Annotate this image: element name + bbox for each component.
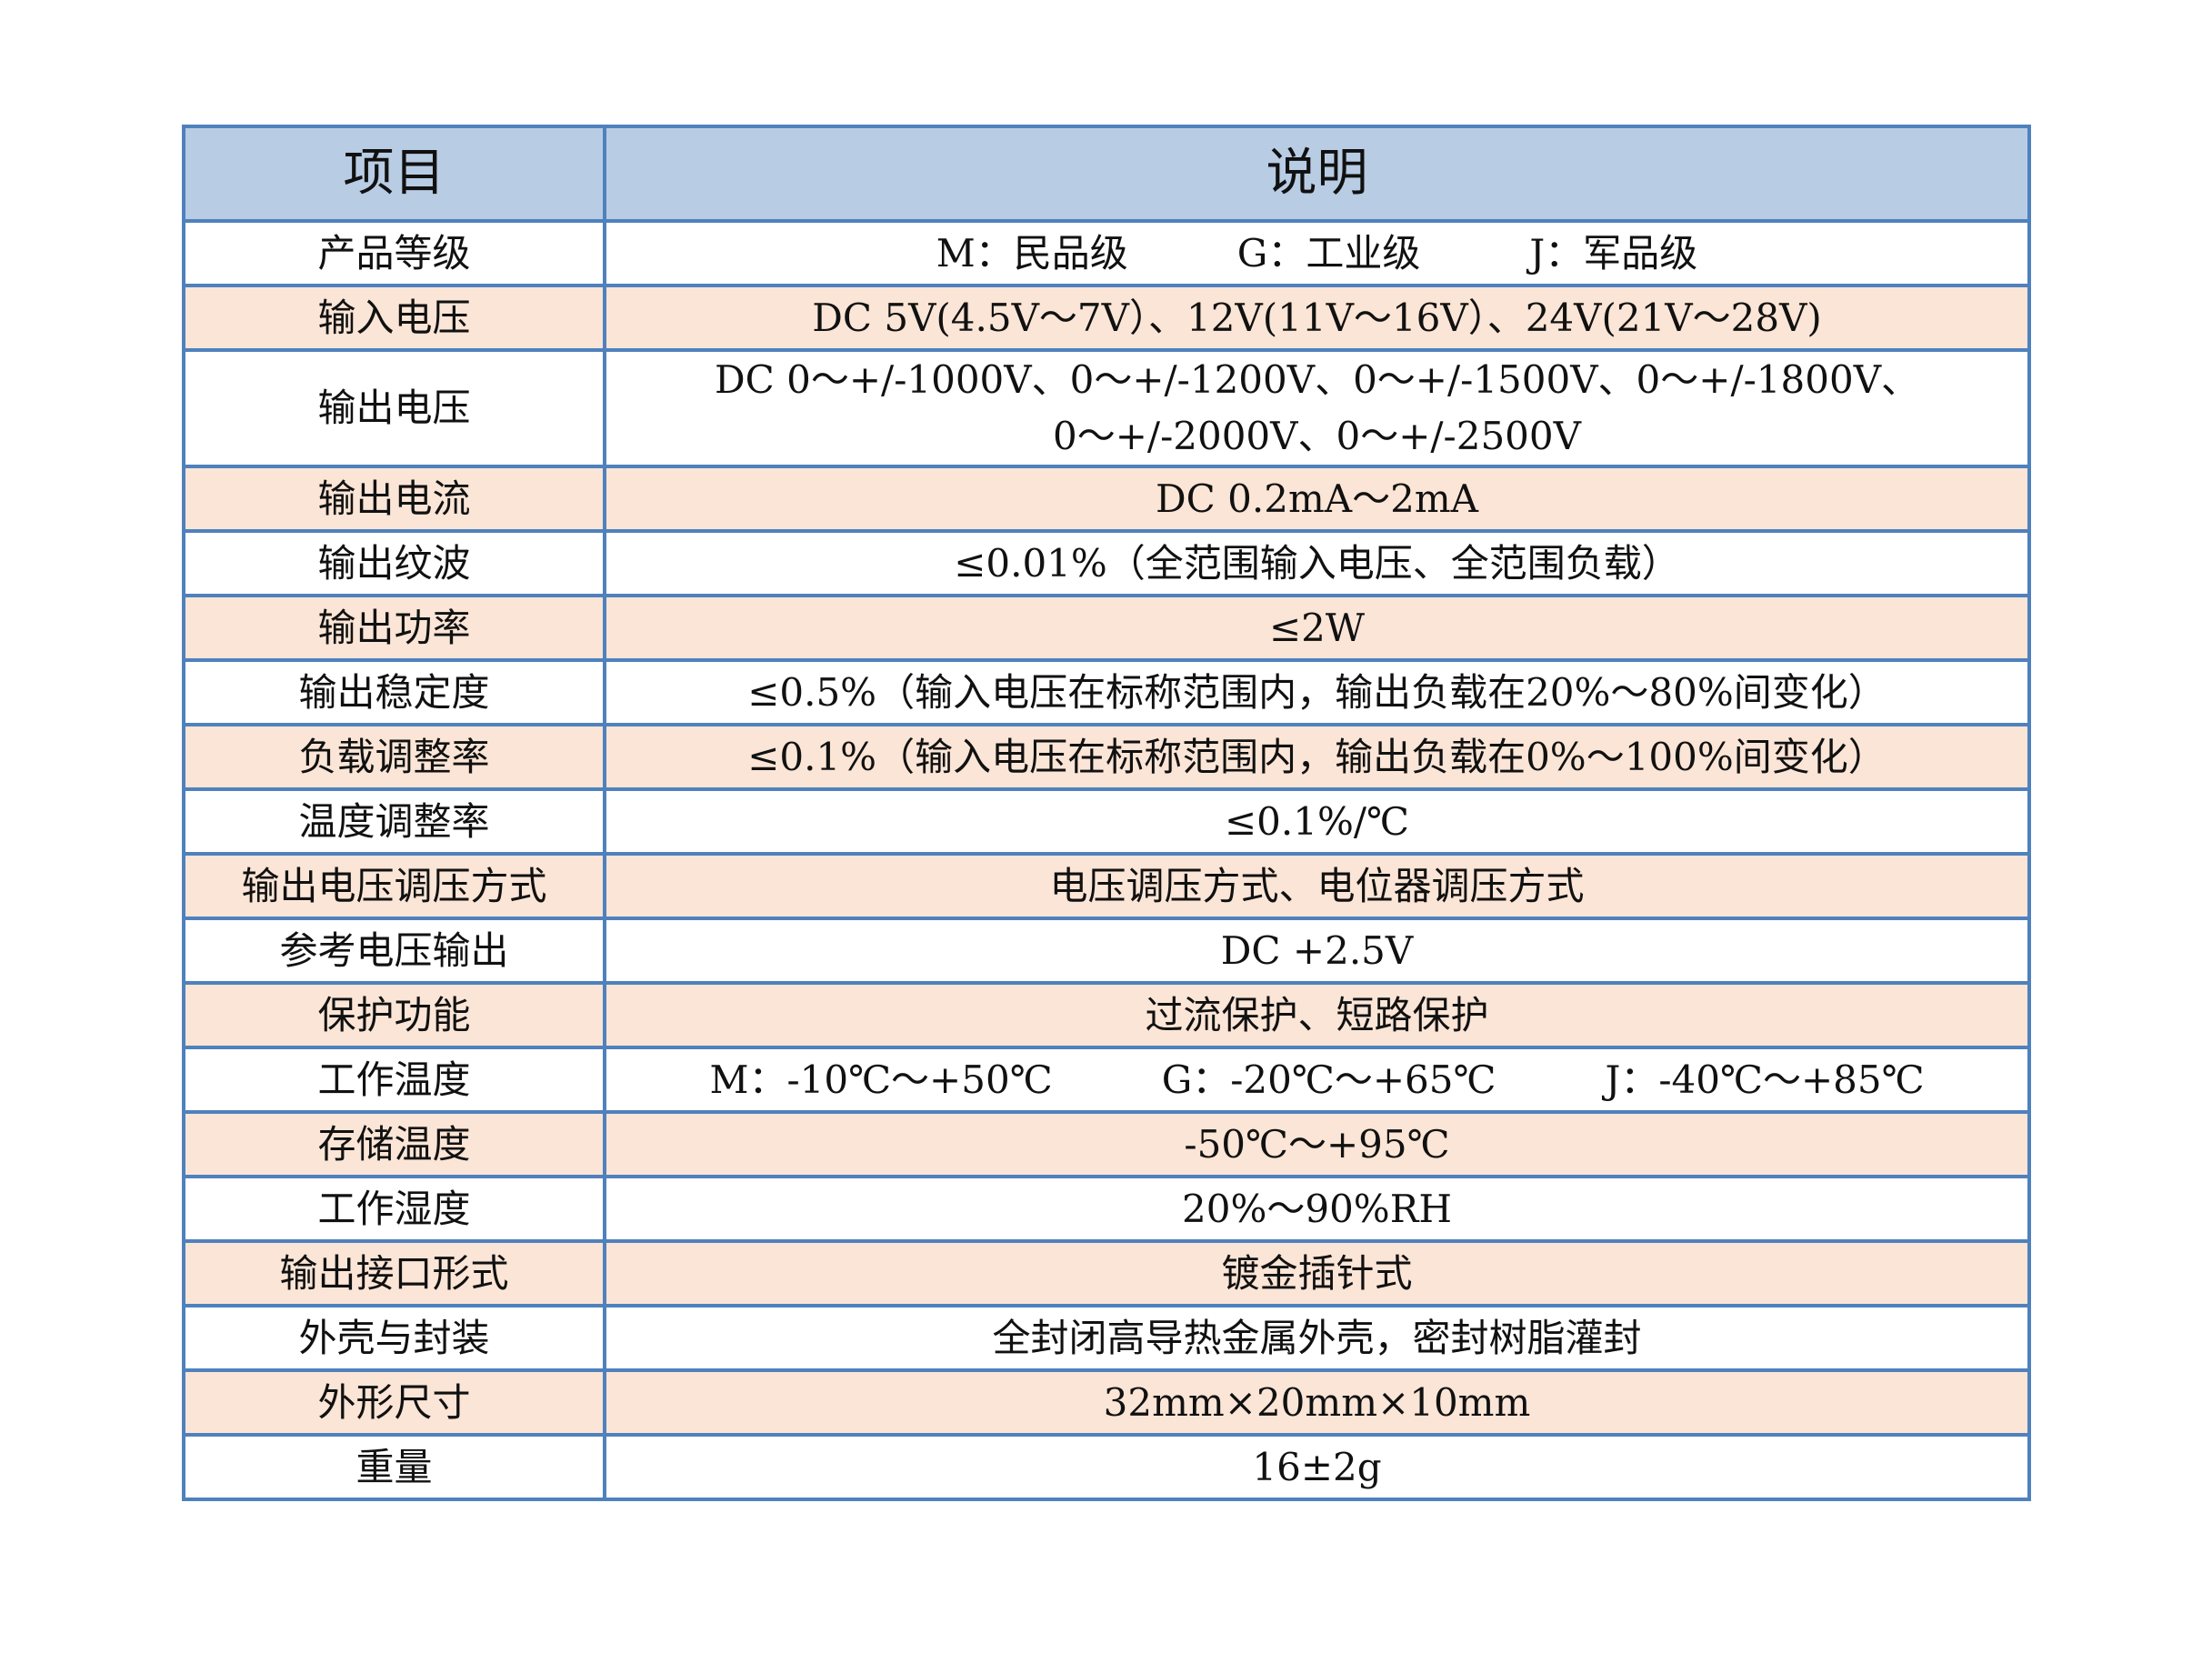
description-cell: -50℃～+95℃ [603, 1110, 2031, 1178]
item-cell: 外壳与封装 [182, 1304, 606, 1372]
description-part: M：-10℃～+50℃ [709, 1057, 1053, 1102]
item-cell: 保护功能 [182, 981, 606, 1049]
table-row: 工作湿度 20%～90%RH [182, 1175, 2031, 1243]
description-part: G：-20℃～+65℃ [1161, 1057, 1496, 1102]
item-cell: 输出功率 [182, 594, 606, 662]
description-cell: DC 0～+/-1000V、0～+/-1200V、0～+/-1500V、0～+/… [603, 348, 2031, 468]
table-row: 负载调整率 ≤0.1%（输入电压在标称范围内，输出负载在0%～100%间变化） [182, 723, 2031, 791]
description-cell: 全封闭高导热金属外壳，密封树脂灌封 [603, 1304, 2031, 1372]
table-row: 外壳与封装 全封闭高导热金属外壳，密封树脂灌封 [182, 1304, 2031, 1372]
item-cell: 输出稳定度 [182, 658, 606, 726]
spec-table: 项目 说明 产品等级 M：民品级 G：工业级 J：军品级输入电压 DC 5V(4.5V～… [182, 125, 2031, 1501]
description-cell: ≤2W [603, 594, 2031, 662]
description-line: 0～+/-2000V、0～+/-2500V [1053, 414, 1581, 458]
item-cell: 输入电压 [182, 284, 606, 352]
description-cell: M：-10℃～+50℃ G：-20℃～+65℃ J：-40℃～+85℃ [603, 1046, 2031, 1114]
table-row: 输出电流 DC 0.2mA～2mA [182, 465, 2031, 533]
description-part: M：民品级 [936, 230, 1128, 276]
table-row: 输出接口形式 镀金插针式 [182, 1239, 2031, 1307]
item-cell: 存储温度 [182, 1110, 606, 1178]
table-row: 输出电压调压方式 电压调压方式、电位器调压方式 [182, 852, 2031, 920]
table-row: 输出稳定度 ≤0.5%（输入电压在标称范围内，输出负载在20%～80%间变化） [182, 658, 2031, 726]
table-row: 输出纹波 ≤0.01%（全范围输入电压、全范围负载） [182, 529, 2031, 597]
table-row: 产品等级 M：民品级 G：工业级 J：军品级 [182, 219, 2031, 287]
description-cell: ≤0.01%（全范围输入电压、全范围负载） [603, 529, 2031, 597]
table-row: 工作温度 M：-10℃～+50℃ G：-20℃～+65℃ J：-40℃～+85℃ [182, 1046, 2031, 1114]
item-cell: 工作湿度 [182, 1175, 606, 1243]
description-cell: 镀金插针式 [603, 1239, 2031, 1307]
header-item: 项目 [182, 125, 606, 223]
description-part: J：-40℃～+85℃ [1605, 1057, 1925, 1102]
item-cell: 输出电压 [182, 348, 606, 468]
item-cell: 负载调整率 [182, 723, 606, 791]
item-cell: 产品等级 [182, 219, 606, 287]
description-part: J：军品级 [1529, 230, 1698, 276]
description-cell: 过流保护、短路保护 [603, 981, 2031, 1049]
header-description: 说明 [603, 125, 2031, 223]
description-cell: DC 5V(4.5V～7V）、12V(11V～16V）、24V(21V～28V) [603, 284, 2031, 352]
item-cell: 工作温度 [182, 1046, 606, 1114]
description-cell: ≤0.1%/℃ [603, 787, 2031, 856]
item-cell: 输出电压调压方式 [182, 852, 606, 920]
table-row: 重量 16±2g [182, 1433, 2031, 1501]
table-row: 输出电压 DC 0～+/-1000V、0～+/-1200V、0～+/-1500V、… [182, 348, 2031, 468]
item-cell: 输出电流 [182, 465, 606, 533]
table-row: 温度调整率 ≤0.1%/℃ [182, 787, 2031, 856]
table-row: 输出功率 ≤2W [182, 594, 2031, 662]
description-cell: DC +2.5V [603, 917, 2031, 985]
item-cell: 输出接口形式 [182, 1239, 606, 1307]
header-row: 项目 说明 [182, 125, 2031, 223]
description-cell: 32mm×20mm×10mm [603, 1368, 2031, 1437]
item-cell: 外形尺寸 [182, 1368, 606, 1437]
description-cell: ≤0.5%（输入电压在标称范围内，输出负载在20%～80%间变化） [603, 658, 2031, 726]
item-cell: 温度调整率 [182, 787, 606, 856]
item-cell: 输出纹波 [182, 529, 606, 597]
description-part: G：工业级 [1236, 230, 1421, 276]
table-row: 外形尺寸 32mm×20mm×10mm [182, 1368, 2031, 1437]
table-row: 输入电压 DC 5V(4.5V～7V）、12V(11V～16V）、24V(21V～… [182, 284, 2031, 352]
description-cell: 16±2g [603, 1433, 2031, 1501]
item-cell: 重量 [182, 1433, 606, 1501]
description-cell: DC 0.2mA～2mA [603, 465, 2031, 533]
table-row: 保护功能 过流保护、短路保护 [182, 981, 2031, 1049]
description-line: DC 0～+/-1000V、0～+/-1200V、0～+/-1500V、0～+/… [714, 357, 1920, 402]
description-cell: M：民品级 G：工业级 J：军品级 [603, 219, 2031, 287]
item-cell: 参考电压输出 [182, 917, 606, 985]
table-row: 存储温度 -50℃～+95℃ [182, 1110, 2031, 1178]
description-cell: ≤0.1%（输入电压在标称范围内，输出负载在0%～100%间变化） [603, 723, 2031, 791]
description-cell: 电压调压方式、电位器调压方式 [603, 852, 2031, 920]
description-cell: 20%～90%RH [603, 1175, 2031, 1243]
table-row: 参考电压输出 DC +2.5V [182, 917, 2031, 985]
